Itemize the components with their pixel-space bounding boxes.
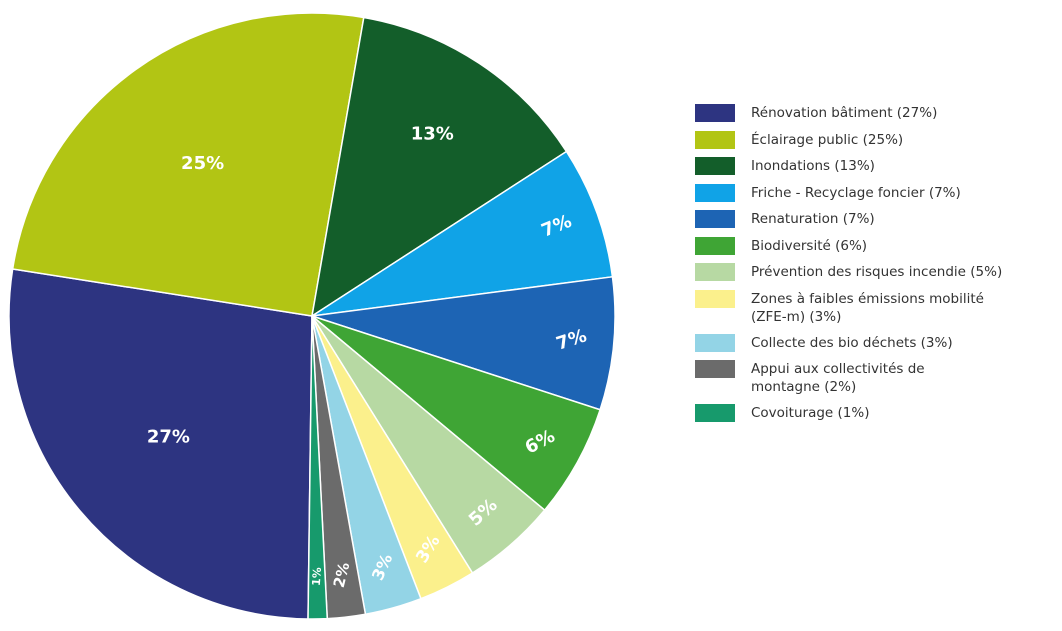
legend-swatch [695,289,735,308]
pie-slice-label: 1% [310,567,324,587]
pie-slice [11,12,365,317]
legend-item: Éclairage public (25%) [695,130,1051,149]
legend-item: Renaturation (7%) [695,210,1051,228]
legend-label: Biodiversité (6%) [751,237,868,254]
legend-item: Inondations (13%) [695,157,1051,175]
legend-label: Renaturation (7%) [751,211,875,227]
legend-item: Covoiturage (1%) [695,404,1051,422]
pie-slice-label: 27% [147,427,190,448]
pie-slice-label: 2% [330,560,354,589]
legend-label: Inondations (13%) [751,158,875,174]
legend-swatch [695,333,735,352]
legend-swatch [695,104,735,122]
pie-slice [311,275,616,411]
legend-item: Rénovation bâtiment (27%) [695,104,1051,122]
legend-swatch [695,236,735,255]
pie-slice [8,268,313,620]
legend-item: Appui aux collectivités de montagne (2%) [695,360,1051,396]
pie-slice-labels: 27%25%13%7%7%6%5%3%3%2%1% [147,124,589,590]
legend-label: Prévention des risques incendie (5%) [751,264,1003,280]
pie-slice-label: 25% [181,153,224,174]
legend-swatch [695,263,735,281]
legend-label: Rénovation bâtiment (27%) [751,105,938,121]
legend-swatch [695,360,735,378]
legend-swatch [695,130,735,149]
legend-item: Prévention des risques incendie (5%) [695,263,1051,281]
legend-swatch [695,210,735,228]
legend-label: Éclairage public (25%) [751,131,904,148]
pie-slice-label: 13% [411,124,454,145]
legend-item: Friche - Recyclage foncier (7%) [695,183,1051,202]
pie-slice [311,150,614,317]
legend-label: Friche - Recyclage foncier (7%) [751,184,961,201]
pie-slice [310,16,568,318]
legend-label: Appui aux collectivités de montagne (2%) [751,361,925,395]
pie-chart: 27%25%13%7%7%6%5%3%3%2%1% [8,12,616,620]
legend-item: Biodiversité (6%) [695,236,1051,255]
pie-slices [8,12,616,620]
legend-swatch [695,404,735,422]
legend-swatch [695,183,735,202]
legend-label: Collecte des bio déchets (3%) [751,334,953,351]
pie-slice [307,315,329,620]
legend-item: Zones à faibles émissions mobilité (ZFE-m… [695,289,1051,326]
legend-item: Collecte des bio déchets (3%) [695,333,1051,352]
legend-label: Covoiturage (1%) [751,405,870,421]
legend-swatch [695,157,735,175]
legend-label: Zones à faibles émissions mobilité (ZFE-m… [751,290,984,325]
